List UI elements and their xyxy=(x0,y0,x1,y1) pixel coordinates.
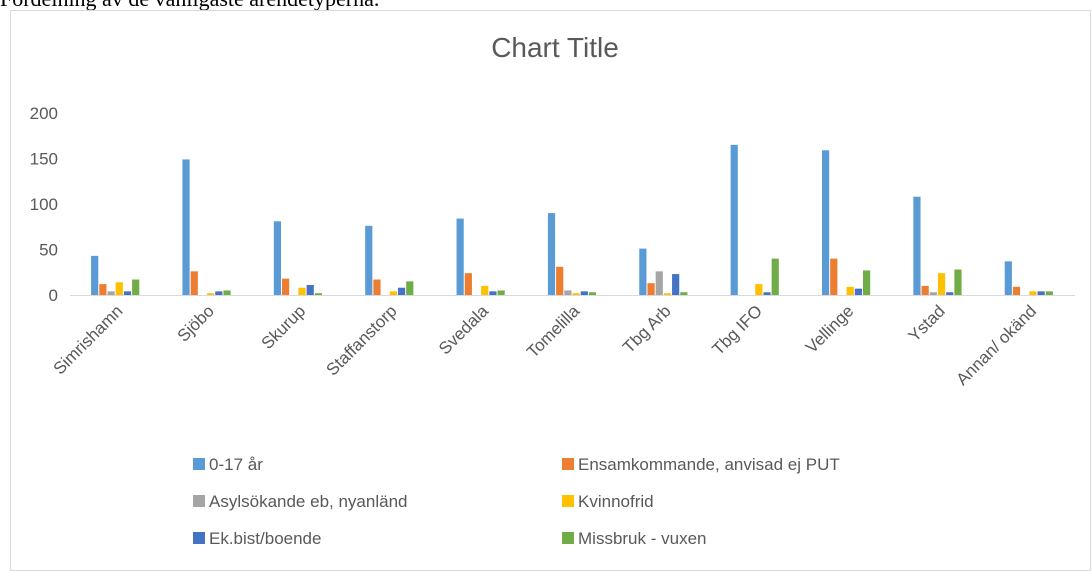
bar xyxy=(282,278,290,295)
bar xyxy=(107,291,115,295)
document-text: Fördelning av de vanligaste ärendetypern… xyxy=(0,0,379,11)
legend-swatch xyxy=(193,458,205,470)
bar xyxy=(497,290,505,295)
bar xyxy=(755,284,763,295)
bar xyxy=(588,292,597,295)
legend-label: 0-17 år xyxy=(209,455,263,474)
bar xyxy=(1004,261,1012,295)
bar xyxy=(639,248,647,295)
bar xyxy=(132,279,140,295)
y-tick-label: 150 xyxy=(30,150,58,169)
bar xyxy=(580,291,588,295)
bar xyxy=(365,225,373,295)
bar xyxy=(663,293,672,295)
bar xyxy=(123,291,132,295)
legend-swatch xyxy=(193,532,205,544)
bar xyxy=(190,271,198,295)
bar xyxy=(830,258,838,295)
bar xyxy=(99,284,107,295)
bar xyxy=(730,144,738,295)
bar xyxy=(273,221,282,295)
legend-label: Ek.bist/boende xyxy=(209,529,321,548)
bar xyxy=(406,281,414,295)
bar xyxy=(389,291,397,295)
legend-swatch xyxy=(193,495,205,507)
bar xyxy=(862,270,871,295)
bar xyxy=(373,279,381,295)
legend-swatch xyxy=(562,495,574,507)
bar xyxy=(937,273,946,295)
bar xyxy=(672,274,680,295)
bar xyxy=(921,285,929,295)
bar xyxy=(763,292,771,295)
y-tick-label: 200 xyxy=(30,104,58,123)
bar xyxy=(215,291,223,295)
bar xyxy=(314,293,323,295)
bar xyxy=(564,290,572,295)
legend-label: Kvinnofrid xyxy=(578,492,654,511)
legend-swatch xyxy=(562,458,574,470)
bar xyxy=(954,269,962,295)
chart-title: Chart Title xyxy=(491,32,619,63)
bar xyxy=(655,271,663,295)
y-tick-label: 50 xyxy=(39,241,58,260)
bar xyxy=(821,150,830,295)
bar xyxy=(464,273,472,295)
bar xyxy=(913,196,921,295)
bar xyxy=(929,292,937,295)
bar xyxy=(1029,291,1037,295)
legend-label: Missbruk - vuxen xyxy=(578,529,706,548)
bar xyxy=(846,286,854,295)
bar xyxy=(572,293,580,295)
bar xyxy=(223,290,231,295)
bar xyxy=(207,293,215,295)
bar xyxy=(1012,286,1021,295)
bar xyxy=(680,292,688,295)
legend-label: Asylsökande eb, nyanländ xyxy=(209,492,407,511)
bar xyxy=(1045,291,1053,295)
bar xyxy=(547,213,556,295)
bar xyxy=(397,287,406,295)
bar xyxy=(946,292,954,295)
bar xyxy=(854,288,862,295)
bar xyxy=(1037,291,1045,295)
bar xyxy=(481,285,489,295)
legend-label: Ensamkommande, anvisad ej PUT xyxy=(578,455,840,474)
bar xyxy=(647,283,655,295)
bar xyxy=(556,266,564,295)
bar xyxy=(456,218,464,295)
bar xyxy=(306,284,314,295)
legend-swatch xyxy=(562,532,574,544)
bar xyxy=(771,258,779,295)
bar xyxy=(91,255,99,295)
y-tick-label: 100 xyxy=(30,195,58,214)
bar xyxy=(182,159,190,295)
bar xyxy=(489,291,497,295)
bar xyxy=(115,282,123,295)
bar xyxy=(298,287,306,295)
y-tick-label: 0 xyxy=(49,286,58,305)
